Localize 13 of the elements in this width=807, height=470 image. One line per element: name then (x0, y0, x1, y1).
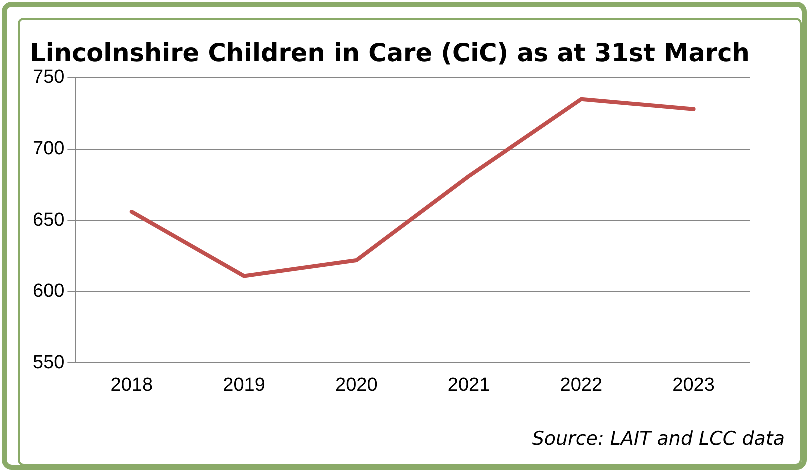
x-tick-label: 2019 (223, 374, 266, 396)
x-tick-label: 2021 (448, 374, 490, 396)
y-tick-label: 700 (33, 138, 65, 160)
x-tick-label: 2023 (672, 374, 715, 396)
y-tick-label: 750 (33, 67, 65, 88)
x-tick-label: 2018 (110, 374, 154, 396)
y-tick-label: 650 (33, 210, 65, 231)
y-tick-label: 600 (33, 281, 65, 302)
chart-title: Lincolnshire Children in Care (CiC) as at 31st March (30, 38, 750, 68)
x-tick-label: 2022 (560, 374, 603, 396)
x-tick-label: 2020 (336, 374, 378, 396)
source-note: Source: LAIT and LCC data (532, 428, 785, 450)
y-tick-label: 550 (33, 352, 65, 374)
